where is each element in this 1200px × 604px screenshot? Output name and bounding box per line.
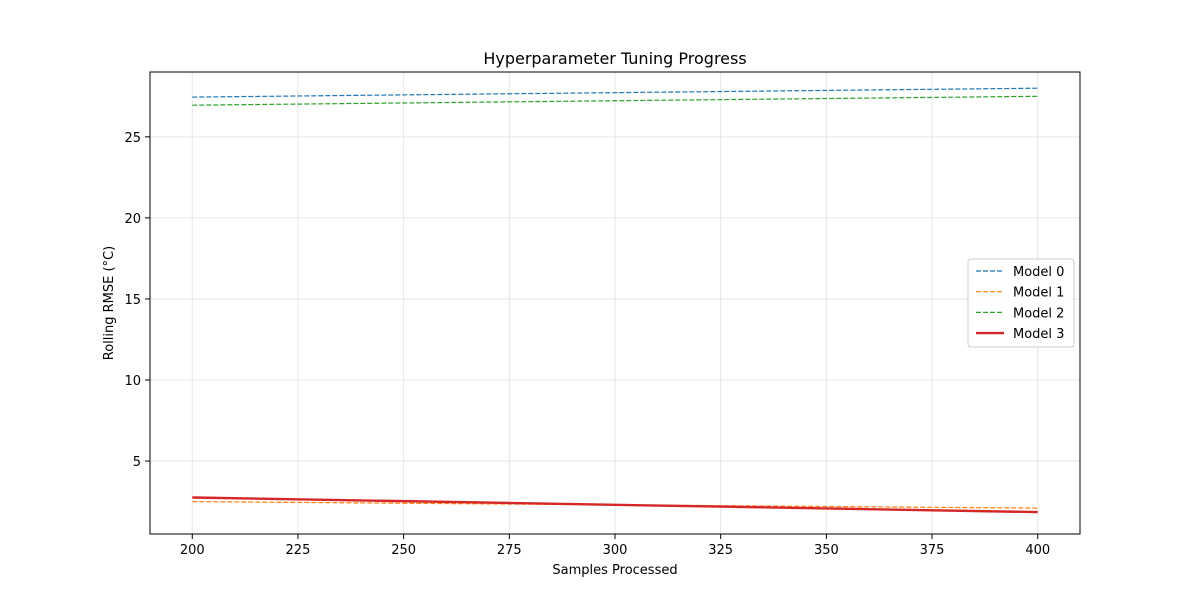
x-tick-label: 350 [814,543,839,558]
y-tick-label: 5 [133,455,141,470]
grid-lines [150,72,1080,534]
legend-label-model-1: Model 1 [1013,286,1064,301]
legend-label-model-0: Model 0 [1013,265,1064,280]
model-3-line [192,496,1038,514]
y-axis-ticks: 5 10 15 20 25 [124,131,150,470]
chart-title: Hyperparameter Tuning Progress [483,49,746,68]
x-tick-label: 325 [708,543,733,558]
x-axis-ticks: 200 225 250 275 300 325 350 375 400 [180,534,1050,558]
x-tick-label: 225 [286,543,311,558]
y-tick-label: 25 [124,131,141,146]
x-tick-label: 375 [920,543,945,558]
x-tick-label: 250 [391,543,416,558]
y-tick-label: 10 [124,374,141,389]
x-tick-label: 200 [180,543,205,558]
x-tick-label: 275 [497,543,522,558]
x-axis-label: Samples Processed [552,563,677,578]
legend-label-model-3: Model 3 [1013,327,1064,342]
y-tick-label: 20 [124,212,141,227]
x-tick-label: 300 [603,543,628,558]
legend: Model 0 Model 1 Model 2 Model 3 [967,258,1075,348]
legend-box [967,258,1075,348]
y-tick-label: 15 [124,293,141,308]
model-2-line [192,95,1038,106]
legend-label-model-2: Model 2 [1013,306,1064,321]
x-tick-label: 400 [1025,543,1050,558]
model-0-line [192,87,1038,98]
series-lines [192,87,1038,514]
y-axis-label: Rolling RMSE (°C) [102,246,117,360]
